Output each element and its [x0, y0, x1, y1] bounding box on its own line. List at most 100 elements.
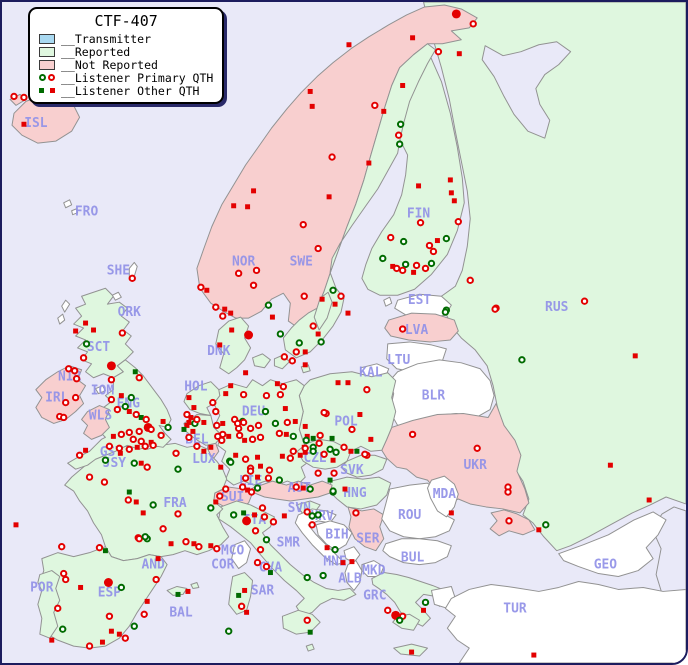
- listener-other-red-marker: [134, 444, 140, 450]
- listener-primary-green-marker: [59, 625, 67, 633]
- listener-other-red-marker: [447, 177, 453, 183]
- region-menorca: [190, 581, 200, 589]
- listener-primary-red-marker: [473, 444, 481, 452]
- listener-other-red-marker: [168, 541, 174, 547]
- listener-primary-red-marker: [62, 575, 70, 584]
- listener-primary-red-marker: [320, 450, 328, 458]
- country-label-wls: WLS: [89, 408, 112, 423]
- listener-primary-red-marker: [141, 442, 149, 450]
- listener-other-red-marker: [220, 420, 226, 426]
- listener-other-red-marker: [324, 545, 330, 551]
- listener-primary-red-marker: [135, 427, 143, 436]
- region-faroe-2: [71, 208, 79, 216]
- listener-primary-red-marker: [172, 449, 180, 457]
- listener-other-red-marker: [302, 423, 308, 429]
- listener-other-red-marker: [213, 499, 219, 505]
- country-label-hol: HOL: [184, 380, 208, 395]
- region-montenegro: [343, 546, 361, 564]
- listener-primary-red-marker: [195, 543, 203, 551]
- listener-primary-red-marker: [129, 435, 137, 444]
- listener-other-red-marker: [332, 301, 338, 307]
- listener-primary-red-marker: [286, 454, 295, 462]
- listener-other-red-marker: [400, 83, 406, 88]
- listener-primary-green-marker: [308, 512, 316, 520]
- transmitter-swatch: [39, 33, 55, 44]
- listener-primary-green-marker: [101, 456, 110, 464]
- listener-primary-red-marker: [234, 269, 243, 278]
- listener-primary-red-marker: [213, 545, 221, 553]
- region-latvia: [384, 312, 459, 343]
- region-georgia: [558, 511, 667, 578]
- listener-other-red-marker: [99, 639, 105, 645]
- legend: CTF-407 __Transmitter __Reported __Not R…: [28, 7, 225, 104]
- region-bosnia: [315, 520, 353, 552]
- country-label-lva: LVA: [405, 323, 429, 338]
- listener-primary-qth-icon: [39, 74, 46, 81]
- listener-cluster-marker: [244, 330, 254, 340]
- listener-other-red-marker: [456, 51, 462, 57]
- listener-primary-red-marker: [246, 467, 255, 475]
- listener-other-red-marker: [302, 349, 308, 355]
- listener-primary-green-marker: [399, 237, 408, 246]
- listener-primary-red-marker: [128, 274, 136, 283]
- listener-primary-red-marker: [429, 247, 438, 256]
- listener-other-red-marker: [411, 269, 417, 275]
- listener-other-red-marker: [342, 486, 348, 492]
- listener-other-green-marker: [307, 629, 313, 635]
- listener-primary-red-marker: [337, 292, 345, 300]
- listener-other-red-marker: [245, 487, 251, 493]
- listener-primary-red-marker: [434, 48, 443, 56]
- listener-other-red-marker: [307, 88, 313, 94]
- listener-primary-red-marker: [252, 266, 261, 275]
- listener-primary-red-marker: [213, 421, 221, 430]
- region-wales: [81, 405, 110, 440]
- listener-primary-red-marker: [75, 451, 84, 459]
- listener-other-red-marker: [258, 463, 263, 469]
- listener-primary-green-marker: [518, 356, 526, 364]
- listener-primary-green-marker: [229, 511, 238, 519]
- listener-primary-red-marker: [132, 410, 140, 419]
- listener-primary-red-marker: [58, 543, 66, 551]
- listener-primary-red-marker: [416, 218, 425, 227]
- listener-other-red-marker: [208, 444, 214, 450]
- listener-other-green-marker: [138, 415, 144, 420]
- listener-other-red-marker: [160, 418, 166, 424]
- listener-primary-red-marker: [142, 415, 150, 424]
- listener-primary-red-marker: [233, 419, 242, 428]
- listener-other-red-marker: [421, 607, 427, 613]
- listener-primary-red-marker: [60, 413, 68, 422]
- country-label-geo: GEO: [594, 558, 618, 573]
- region-estonia-islands: [383, 296, 393, 307]
- listener-other-red-marker: [646, 497, 652, 503]
- legend-item-label: __Listener Other QTH: [61, 83, 200, 98]
- region-hungary: [328, 476, 392, 510]
- listener-primary-red-marker: [289, 447, 297, 455]
- listener-other-red-marker: [283, 431, 289, 437]
- listener-primary-green-marker: [309, 447, 317, 455]
- country-label-tur: TUR: [503, 601, 527, 616]
- listener-other-red-marker: [292, 418, 298, 424]
- listener-other-red-marker: [217, 342, 223, 348]
- listener-primary-red-marker: [124, 496, 132, 504]
- listener-primary-red-marker: [214, 432, 222, 441]
- listener-primary-red-marker: [394, 131, 403, 139]
- listener-primary-red-marker: [140, 610, 148, 618]
- listener-primary-red-marker: [121, 634, 130, 642]
- listener-primary-red-marker: [361, 450, 369, 458]
- listener-primary-red-marker: [308, 521, 316, 529]
- not-reported-swatch: [39, 59, 55, 70]
- legend-item-label: __Listener Primary QTH: [61, 70, 214, 85]
- listener-other-red-marker: [186, 395, 192, 401]
- listener-primary-red-marker: [218, 436, 226, 445]
- listener-other-red-marker: [536, 527, 542, 533]
- country-label-bul: BUL: [401, 551, 425, 566]
- listener-primary-red-marker: [316, 431, 324, 440]
- listener-primary-red-marker: [209, 398, 217, 407]
- listener-primary-red-marker: [241, 455, 250, 463]
- listener-primary-green-marker: [329, 487, 337, 495]
- legend-item-transmitter: __Transmitter: [39, 32, 213, 46]
- listener-primary-red-marker: [253, 558, 262, 567]
- listener-primary-red-marker: [256, 433, 265, 442]
- listener-primary-green-marker: [275, 476, 284, 484]
